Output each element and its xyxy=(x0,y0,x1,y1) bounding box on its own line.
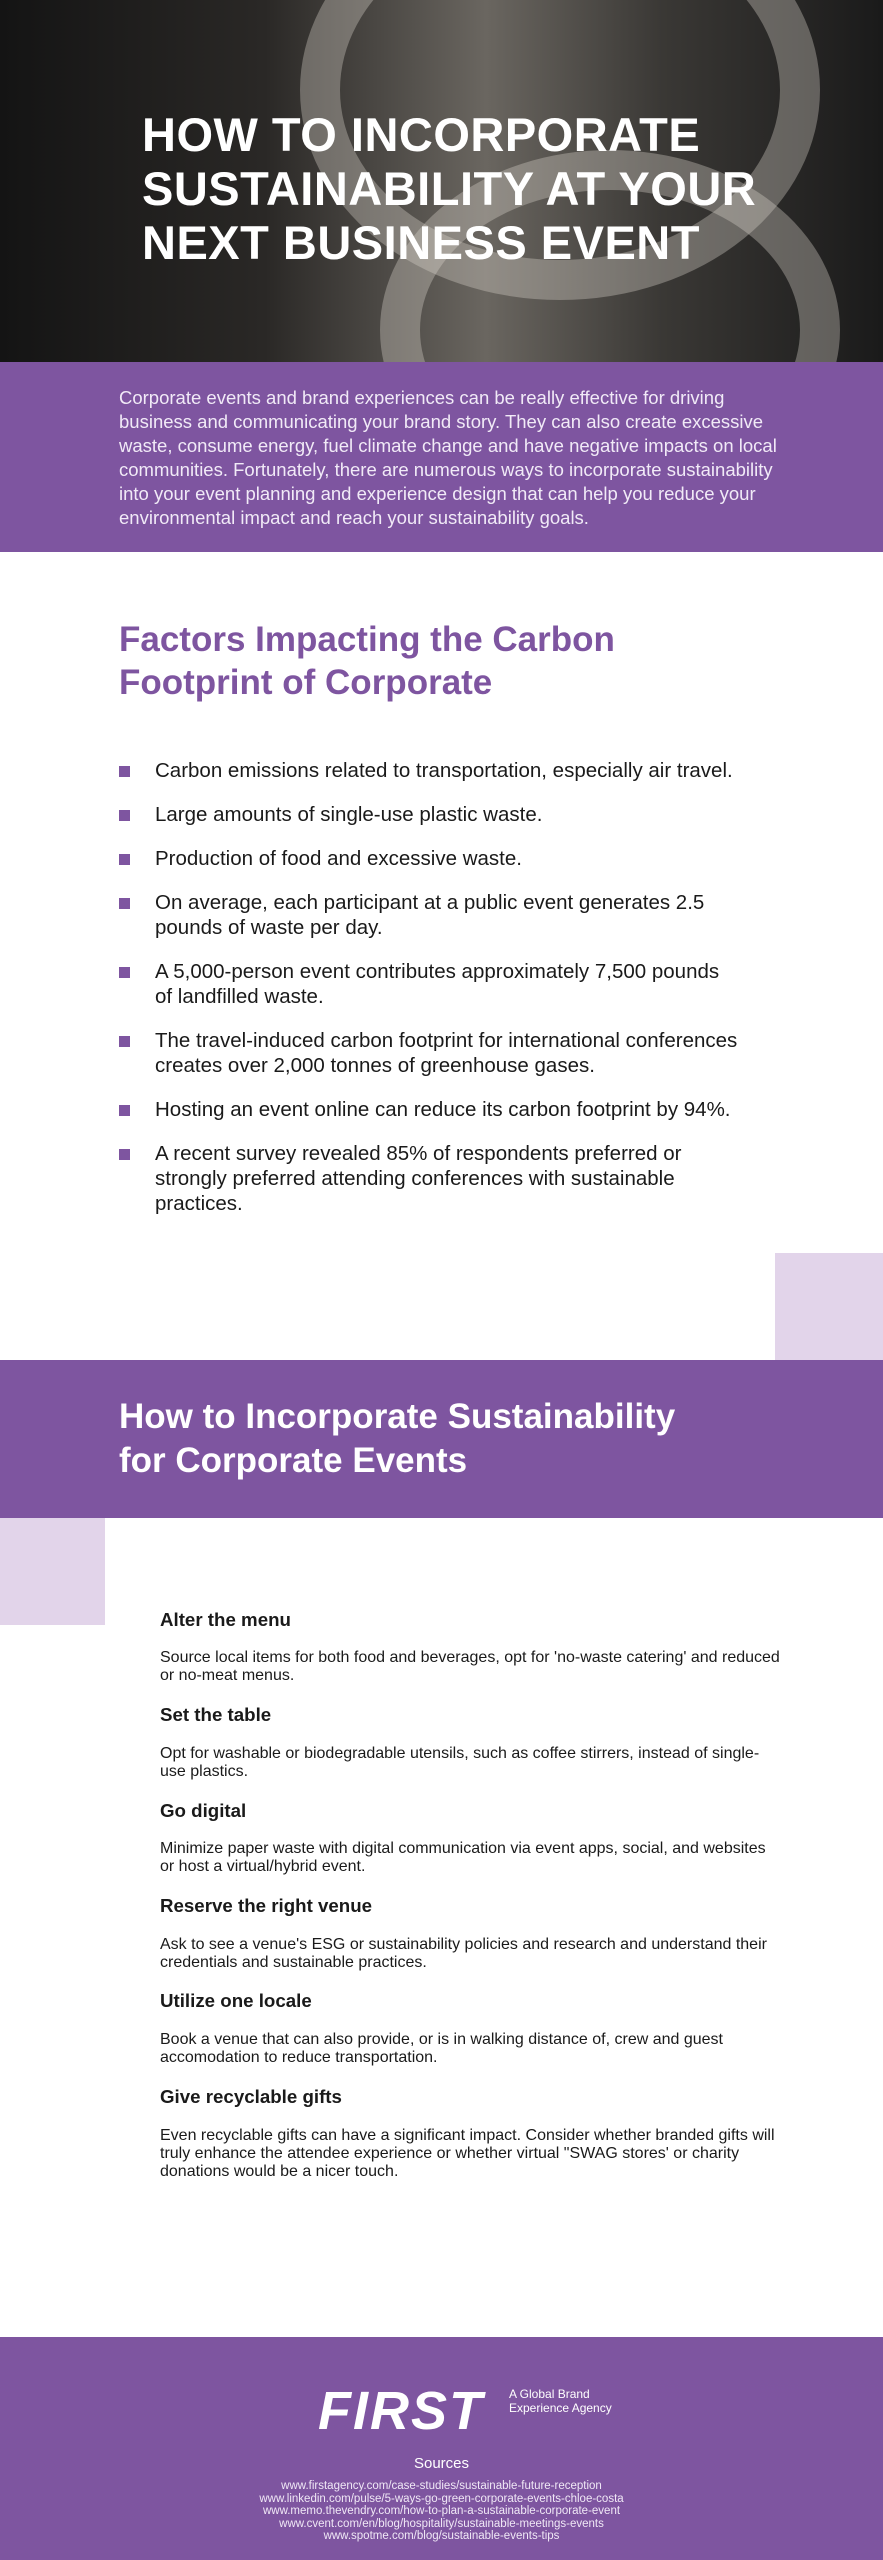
tip-title: Utilize one locale xyxy=(160,1990,312,2012)
tip-body: Even recyclable gifts can have a signifi… xyxy=(160,2126,775,2180)
tip-title: Go digital xyxy=(160,1799,247,1821)
tip-title: Give recyclable gifts xyxy=(160,2085,342,2107)
intro: Corporate events and brand experiences c… xyxy=(0,362,883,552)
decor-square xyxy=(0,1518,105,1625)
factor-item: Carbon emissions related to transportati… xyxy=(119,758,739,783)
factors-section: Factors Impacting the Carbon Footprint of… xyxy=(0,552,883,1360)
tip-title: Alter the menu xyxy=(160,1608,291,1630)
source-link: www.cvent.com/en/blog/hospitality/sustai… xyxy=(279,2517,604,2530)
heading-line: NEXT BUSINESS EVENT xyxy=(142,216,700,269)
tip-body: Book a venue that can also provide, or i… xyxy=(160,2031,723,2067)
tip-body: Source local items for both food and bev… xyxy=(160,1649,780,1685)
factor-item: Production of food and excessive waste. xyxy=(119,846,739,871)
logo: FIRST xyxy=(318,2381,484,2441)
factor-item: A 5,000-person event contributes approxi… xyxy=(119,959,739,1009)
source-link: www.linkedin.com/pulse/5-ways-go-green-c… xyxy=(259,2492,624,2505)
tip: Reserve the right venue Ask to see a venu… xyxy=(160,1895,780,1972)
factor-list: Carbon emissions related to transportati… xyxy=(119,758,739,1235)
heading-line: How to Incorporate Sustainability xyxy=(119,1397,676,1436)
factor-item: The travel-induced carbon footprint for … xyxy=(119,1028,739,1078)
source-link: www.memo.thevendry.com/how-to-plan-a-sus… xyxy=(262,2505,621,2518)
hero: HOW TO INCORPORATE SUSTAINABILITY AT YOUR… xyxy=(0,0,883,362)
section-heading: How to Incorporate Sustainability for Cor… xyxy=(119,1395,675,1483)
factor-item: On average, each participant at a public… xyxy=(119,890,739,940)
factor-item: Hosting an event online can reduce its c… xyxy=(119,1097,739,1122)
heading-line: for Corporate Events xyxy=(119,1441,468,1480)
tip-body: Ask to see a venue's ESG or sustainabili… xyxy=(160,1935,767,1971)
tip: Alter the menu Source local items for bot… xyxy=(160,1609,780,1686)
tagline: A Global Brand Experience Agency xyxy=(509,2387,612,2415)
tips-band: How to Incorporate Sustainability for Cor… xyxy=(0,1360,883,1518)
heading-line: Footprint of Corporate xyxy=(119,663,493,702)
tip-body: Minimize paper waste with digital commun… xyxy=(160,1840,766,1876)
tips-list: Alter the menu Source local items for bot… xyxy=(160,1590,780,2197)
tip: Utilize one locale Book a venue that can … xyxy=(160,1990,780,2067)
tip: Set the table Opt for washable or biodegr… xyxy=(160,1704,780,1781)
title: HOW TO INCORPORATE SUSTAINABILITY AT YOUR… xyxy=(142,108,756,270)
heading-line: SUSTAINABILITY AT YOUR xyxy=(142,162,757,215)
sources: www.firstagency.com/case-studies/sustain… xyxy=(0,2480,883,2543)
source-link: www.spotme.com/blog/sustainable-events-t… xyxy=(323,2530,560,2543)
heading-line: Factors Impacting the Carbon xyxy=(119,620,615,659)
decor-square xyxy=(775,1253,883,1360)
factor-item: A recent survey revealed 85% of responde… xyxy=(119,1141,739,1216)
source-link: www.firstagency.com/case-studies/sustain… xyxy=(281,2480,602,2492)
sources-label: Sources xyxy=(413,2455,470,2472)
tip-title: Set the table xyxy=(160,1704,272,1726)
tip: Go digital Minimize paper waste with digi… xyxy=(160,1800,780,1877)
tip: Give recyclable gifts Even recyclable gif… xyxy=(160,2086,780,2181)
section-heading: Factors Impacting the Carbon Footprint of… xyxy=(119,618,615,704)
tip-body: Opt for washable or biodegradable utensi… xyxy=(160,1744,760,1780)
heading-line: HOW TO INCORPORATE xyxy=(142,108,701,161)
footer: FIRST A Global Brand Experience Agency S… xyxy=(0,2337,883,2560)
factor-item: Large amounts of single-use plastic wast… xyxy=(119,802,739,827)
tip-title: Reserve the right venue xyxy=(160,1895,373,1917)
